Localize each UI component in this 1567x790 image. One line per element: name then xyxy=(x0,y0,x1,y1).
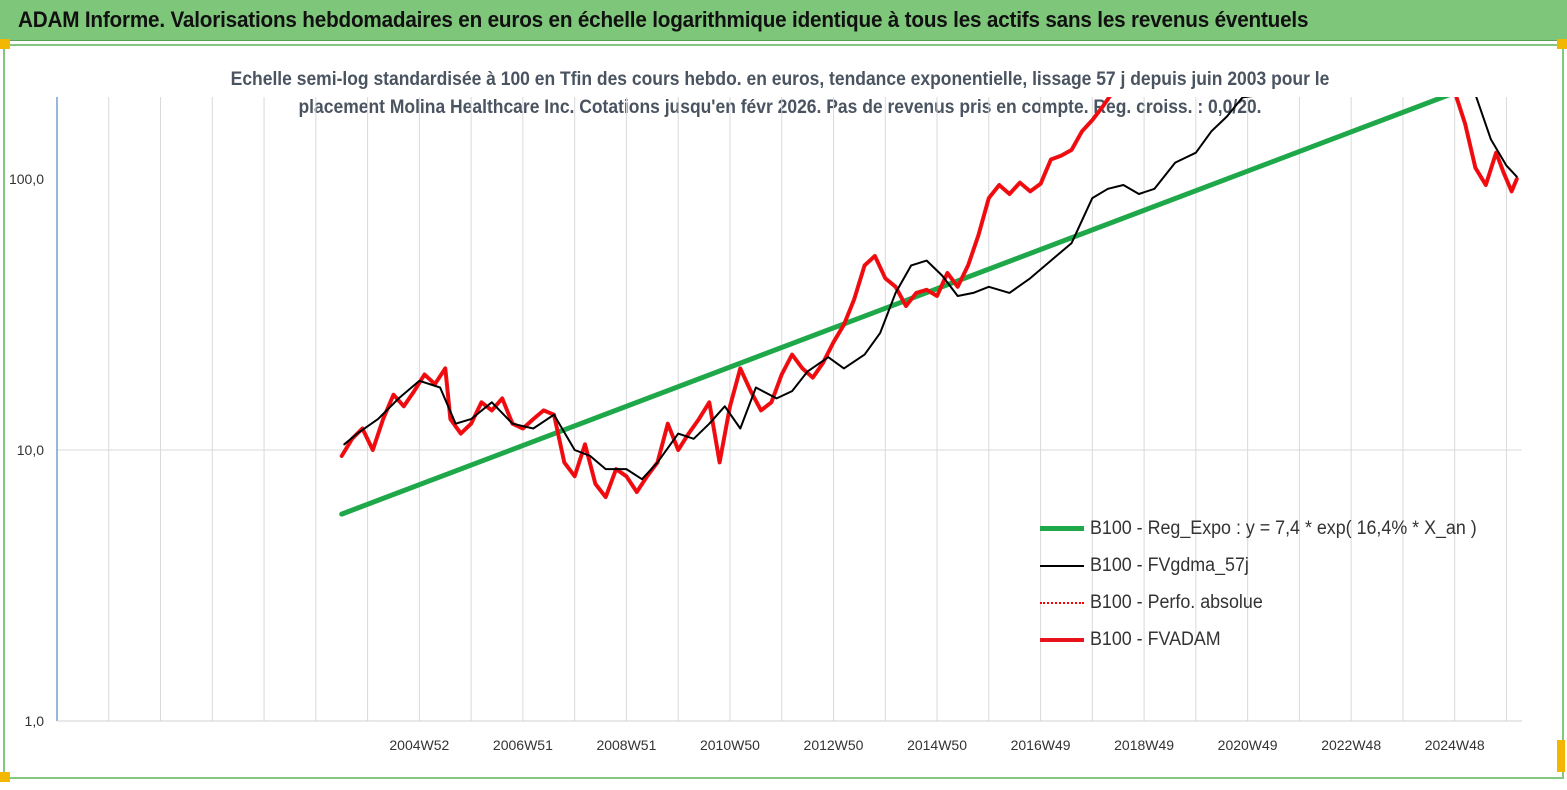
legend-label-fvadam: B100 - FVADAM xyxy=(1090,629,1221,650)
y-tick-label: 1,0 xyxy=(25,713,45,729)
chart-subtitle-line-1: Echelle semi-log standardisée à 100 en T… xyxy=(230,69,1330,90)
legend-label-absolute: B100 - Perfo. absolue xyxy=(1090,592,1263,613)
y-tick-label: 100,0 xyxy=(9,171,44,187)
x-tick-label: 2004W52 xyxy=(389,737,449,753)
x-tick-label: 2020W49 xyxy=(1218,737,1278,753)
series-line-smooth xyxy=(343,97,1518,481)
x-tick-label: 2010W50 xyxy=(700,737,760,753)
frame-corner-bottom-left xyxy=(0,772,10,782)
chart-ticks: 1,0 10,0 100,0 2004W52 2006W51 2008W51 2010W50… xyxy=(9,171,1485,753)
x-tick-label: 2006W51 xyxy=(493,737,553,753)
chart-frame xyxy=(3,44,1564,779)
x-tick-label: 2018W49 xyxy=(1114,737,1174,753)
x-tick-label: 2014W50 xyxy=(907,737,967,753)
frame-corner-top-right xyxy=(1557,39,1567,49)
report-banner: ADAM Informe. Valorisations hebdomadaire… xyxy=(0,0,1567,41)
chart-axes xyxy=(56,97,1522,722)
legend-swatch-fvadam xyxy=(1040,638,1084,642)
x-tick-label: 2008W51 xyxy=(596,737,656,753)
x-tick-label: 2012W50 xyxy=(804,737,864,753)
x-tick-label: 2024W48 xyxy=(1425,737,1485,753)
legend-swatch-trend xyxy=(1040,526,1084,531)
chart-grid xyxy=(57,97,1522,721)
legend-label-smoothed: B100 - FVgdma_57j xyxy=(1090,555,1249,576)
legend-label-trend: B100 - Reg_Expo : y = 7,4 * exp( 16,4% *… xyxy=(1090,518,1477,539)
series-line-solid xyxy=(339,97,1519,500)
chart-series xyxy=(339,97,1519,517)
report-title: ADAM Informe. Valorisations hebdomadaire… xyxy=(18,7,1309,32)
legend-swatch-absolute xyxy=(1040,602,1084,604)
frame-corner-bottom-right xyxy=(1557,740,1565,772)
chart-subtitle: Echelle semi-log standardisée à 100 en T… xyxy=(228,66,1332,122)
x-tick-label: 2016W49 xyxy=(1011,737,1071,753)
series-line-dotted xyxy=(340,97,1518,498)
frame-corner-top-left xyxy=(0,39,10,49)
x-tick-label: 2022W48 xyxy=(1321,737,1381,753)
y-tick-label: 10,0 xyxy=(17,442,44,458)
series-line-trend xyxy=(339,97,1451,517)
legend-swatch-smoothed xyxy=(1040,565,1084,567)
chart-subtitle-line-2: placement Molina Healthcare Inc. Cotatio… xyxy=(298,97,1262,118)
